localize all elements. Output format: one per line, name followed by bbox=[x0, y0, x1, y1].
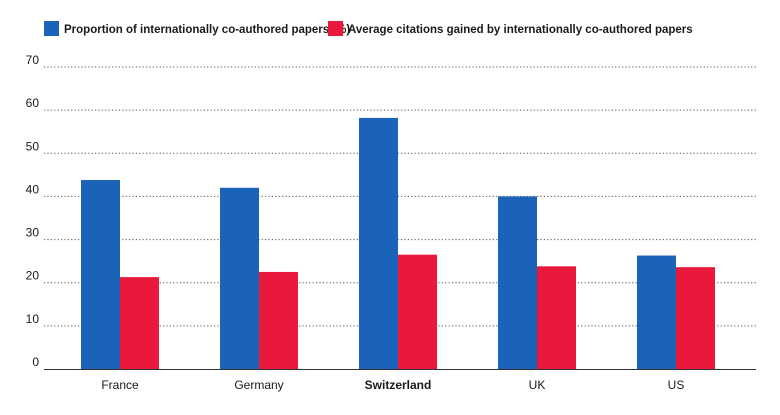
bar-uk-series-1 bbox=[498, 196, 537, 369]
y-tick-label-40: 40 bbox=[26, 182, 40, 196]
legend-label-1: Proportion of internationally co-authore… bbox=[64, 24, 350, 36]
x-tick-label-germany: Germany bbox=[234, 378, 283, 392]
x-tick-label-us: US bbox=[668, 378, 685, 392]
chart-legend: Proportion of internationally co-authore… bbox=[44, 21, 693, 36]
x-tick-label-switzerland: Switzerland bbox=[365, 378, 432, 392]
bar-germany-series-1 bbox=[220, 187, 259, 369]
chart-gridlines bbox=[44, 66, 756, 370]
x-tick-label-uk: UK bbox=[529, 378, 546, 392]
y-tick-label-0: 0 bbox=[32, 355, 39, 369]
bar-us-series-2 bbox=[676, 267, 715, 369]
y-tick-label-20: 20 bbox=[26, 269, 40, 283]
bar-us-series-1 bbox=[637, 255, 676, 369]
legend-swatch-1 bbox=[44, 21, 59, 36]
bar-uk-series-2 bbox=[537, 266, 576, 369]
y-axis: 0 10 20 30 40 50 60 70 bbox=[26, 53, 40, 369]
bar-switzerland-series-2 bbox=[398, 254, 437, 369]
y-tick-label-10: 10 bbox=[26, 312, 40, 326]
bar-germany-series-2 bbox=[259, 271, 298, 369]
x-axis: France Germany Switzerland UK US bbox=[101, 378, 684, 392]
y-tick-label-50: 50 bbox=[26, 139, 40, 153]
bar-france-series-1 bbox=[81, 180, 120, 369]
bar-france-series-2 bbox=[120, 277, 159, 369]
y-tick-label-70: 70 bbox=[26, 53, 40, 67]
chart-bars bbox=[81, 117, 715, 369]
bar-switzerland-series-1 bbox=[359, 117, 398, 369]
legend-swatch-2 bbox=[328, 21, 343, 36]
y-tick-label-30: 30 bbox=[26, 226, 40, 240]
x-tick-label-france: France bbox=[101, 378, 139, 392]
legend-label-2: Average citations gained by internationa… bbox=[348, 24, 693, 36]
y-tick-label-60: 60 bbox=[26, 96, 40, 110]
